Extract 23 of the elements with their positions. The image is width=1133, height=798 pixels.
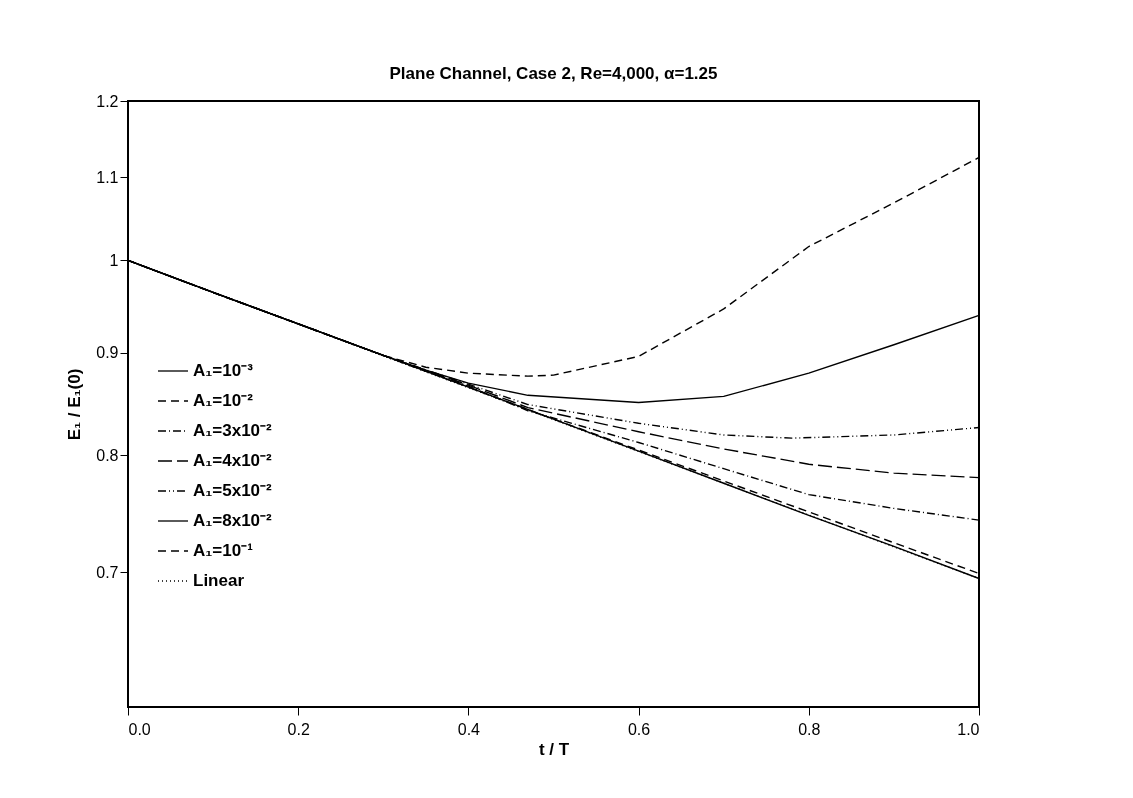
legend-label: A₁=10⁻² <box>193 391 254 410</box>
y-tick-label: 0.9 <box>96 344 119 362</box>
y-tick-label: 0.7 <box>96 563 119 581</box>
legend-label: A₁=4x10⁻² <box>193 451 273 470</box>
y-tick-label: 1.2 <box>96 92 119 110</box>
x-tick-label: 0.6 <box>627 720 651 738</box>
x-tick-label: 0.0 <box>128 720 151 738</box>
legend-label: Linear <box>193 571 245 590</box>
x-axis-title: t / T <box>538 739 570 759</box>
legend-label: A₁=3x10⁻² <box>193 421 273 440</box>
x-tick-label: 0.8 <box>798 720 821 738</box>
y-tick-label: 0.8 <box>96 446 119 464</box>
x-tick-label: 0.4 <box>457 720 481 738</box>
chart-title: Plane Channel, Case 2, Re=4,000, α=1.25 <box>389 64 718 83</box>
y-tick-label: 1.1 <box>96 168 119 186</box>
legend-label: A₁=10⁻¹ <box>193 541 254 560</box>
legend-label: A₁=8x10⁻² <box>193 511 273 530</box>
legend-label: A₁=10⁻³ <box>193 361 254 380</box>
x-tick-label: 0.2 <box>287 720 310 738</box>
x-tick-label: 1.0 <box>957 720 980 738</box>
y-axis-title: E₁ / E₁(0) <box>65 368 85 441</box>
y-tick-label: 1 <box>109 251 119 269</box>
legend-label: A₁=5x10⁻² <box>193 481 273 500</box>
